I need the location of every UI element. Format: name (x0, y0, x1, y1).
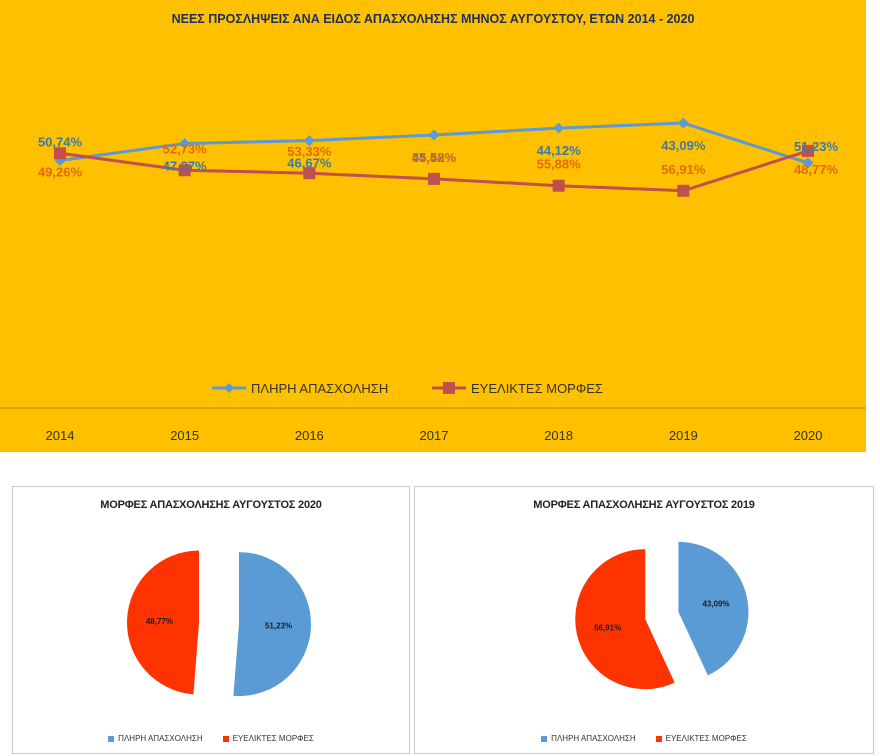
red-data-label: 52,73% (163, 141, 208, 156)
pie-legend-item: ΠΛΗΡΗ ΑΠΑΣΧΟΛΗΣΗ (541, 734, 636, 743)
line-chart-panel: ΝΕΕΣ ΠΡΟΣΛΗΨΕΙΣ ΑΝΑ ΕΙΔΟΣ ΑΠΑΣΧΟΛΗΣΗΣ ΜΗ… (0, 0, 866, 452)
red-data-label: 48,77% (794, 162, 839, 177)
blue-data-label: 43,09% (661, 138, 706, 153)
legend-label: ΕΥΕΛΙΚΤΕΣ ΜΟΡΦΕΣ (232, 734, 314, 743)
pie-chart-2019: 43,09% 56,91% (575, 541, 749, 690)
pie-legend-item: ΠΛΗΡΗ ΑΠΑΣΧΟΛΗΣΗ (108, 734, 203, 743)
legend-swatch (222, 735, 229, 742)
red-data-label: 55,88% (537, 157, 582, 172)
x-tick-label: 2020 (794, 428, 823, 443)
pie-legend-item: ΕΥΕΛΙΚΤΕΣ ΜΟΡΦΕΣ (655, 734, 747, 743)
data-point-diamond (553, 122, 565, 134)
pie-slice-label: 48,77% (146, 617, 173, 626)
pie-chart-2020-box: ΜΟΡΦΕΣ ΑΠΑΣΧΟΛΗΣΗΣ ΑΥΓΟΥΣΤΟΣ 2020 51,23%… (12, 486, 410, 754)
x-tick-label: 2017 (420, 428, 449, 443)
pie-slice-label: 56,91% (594, 623, 621, 632)
pie-chart-2020: 51,23% 48,77% (127, 550, 311, 697)
legend-label-blue: ΠΛΗΡΗ ΑΠΑΣΧΟΛΗΣΗ (251, 381, 388, 396)
line-chart: ΝΕΕΣ ΠΡΟΣΛΗΨΕΙΣ ΑΝΑ ΕΙΔΟΣ ΑΠΑΣΧΟΛΗΣΗΣ ΜΗ… (0, 12, 866, 443)
pie-chart-2019-box: ΜΟΡΦΕΣ ΑΠΑΣΧΟΛΗΣΗΣ ΑΥΓΟΥΣΤΟΣ 2019 43,09%… (414, 486, 874, 754)
pie-slice-label: 51,23% (265, 622, 292, 631)
data-point-diamond (428, 129, 440, 141)
pie-chart-2020-title: ΜΟΡΦΕΣ ΑΠΑΣΧΟΛΗΣΗΣ ΑΥΓΟΥΣΤΟΣ 2020 (100, 499, 322, 511)
x-tick-label: 2016 (295, 428, 324, 443)
data-point-diamond (303, 135, 315, 147)
x-tick-label: 2015 (170, 428, 199, 443)
legend-marker-square (443, 382, 455, 394)
legend-label-red: ΕΥΕΛΙΚΤΕΣ ΜΟΡΦΕΣ (471, 381, 603, 396)
data-point-square (428, 172, 440, 185)
data-point-square (802, 144, 814, 157)
data-point-diamond (677, 117, 689, 129)
data-point-square (677, 184, 690, 197)
pie-slice-1 (678, 541, 749, 676)
pie-chart-2020-legend: ΠΛΗΡΗ ΑΠΑΣΧΟΛΗΣΗ ΕΥΕΛΙΚΤΕΣ ΜΟΡΦΕΣ (13, 734, 409, 743)
blue-data-label: 51,23% (794, 139, 839, 154)
blue-data-label: 46,67% (287, 156, 332, 171)
x-tick-label: 2014 (46, 428, 75, 443)
legend-swatch (108, 735, 115, 742)
data-point-square (178, 164, 191, 177)
red-data-label: 53,33% (287, 144, 332, 159)
legend-label: ΕΥΕΛΙΚΤΕΣ ΜΟΡΦΕΣ (665, 734, 747, 743)
pie-legend-item: ΕΥΕΛΙΚΤΕΣ ΜΟΡΦΕΣ (222, 734, 314, 743)
data-point-square (552, 179, 565, 192)
legend-marker-diamond (224, 383, 234, 393)
legend-label: ΠΛΗΡΗ ΑΠΑΣΧΟΛΗΣΗ (118, 734, 203, 743)
pie-slice-label: 43,09% (702, 600, 729, 609)
legend-label: ΠΛΗΡΗ ΑΠΑΣΧΟΛΗΣΗ (551, 734, 636, 743)
red-data-label: 56,91% (661, 162, 706, 177)
data-point-square (54, 147, 66, 160)
x-tick-label: 2018 (544, 428, 573, 443)
data-point-square (303, 167, 316, 180)
x-tick-label: 2019 (669, 428, 698, 443)
pie-slice-2 (127, 550, 200, 695)
pie-chart-2019-legend: ΠΛΗΡΗ ΑΠΑΣΧΟΛΗΣΗ ΕΥΕΛΙΚΤΕΣ ΜΟΡΦΕΣ (415, 734, 873, 743)
pie-slice-1 (233, 552, 311, 697)
pie-slice-2 (575, 549, 675, 690)
line-chart-title: ΝΕΕΣ ΠΡΟΣΛΗΨΕΙΣ ΑΝΑ ΕΙΔΟΣ ΑΠΑΣΧΟΛΗΣΗΣ ΜΗ… (172, 12, 695, 26)
legend-swatch (541, 735, 548, 742)
legend-swatch (655, 735, 662, 742)
red-data-label: 54,48% (412, 150, 457, 165)
data-point-diamond (179, 138, 191, 150)
blue-data-label: 44,12% (537, 143, 582, 158)
pie-chart-2019-title: ΜΟΡΦΕΣ ΑΠΑΣΧΟΛΗΣΗΣ ΑΥΓΟΥΣΤΟΣ 2019 (533, 499, 755, 511)
blue-data-label: 47,27% (163, 159, 208, 174)
blue-data-label: 50,74% (38, 135, 83, 150)
blue-data-label: 45,52% (412, 150, 457, 165)
red-data-label: 49,26% (38, 164, 83, 179)
data-point-diamond (802, 157, 814, 169)
